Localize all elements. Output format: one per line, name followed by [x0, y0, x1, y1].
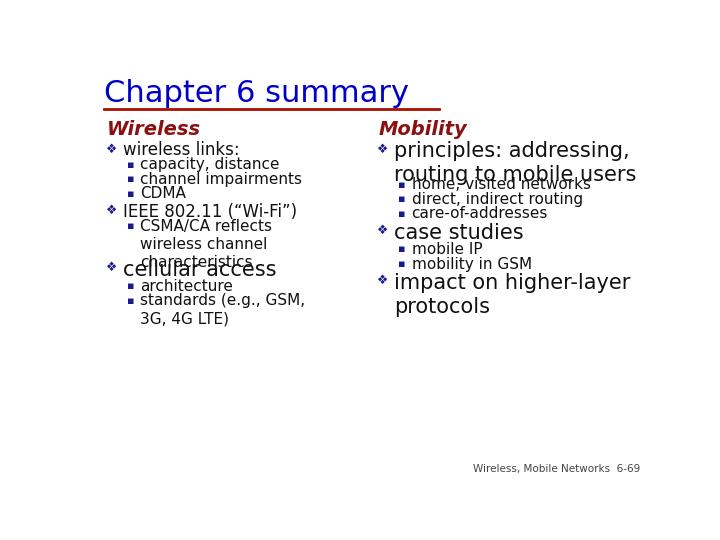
Text: architecture: architecture [140, 279, 233, 294]
Text: direct, indirect routing: direct, indirect routing [412, 192, 582, 207]
Text: care-of-addresses: care-of-addresses [412, 206, 548, 221]
Text: case studies: case studies [394, 222, 523, 242]
Text: mobility in GSM: mobility in GSM [412, 256, 532, 272]
Text: standards (e.g., GSM,
3G, 4G LTE): standards (e.g., GSM, 3G, 4G LTE) [140, 294, 305, 327]
Text: ▪: ▪ [127, 159, 134, 170]
Text: ▪: ▪ [397, 259, 405, 269]
Text: home, visited networks: home, visited networks [412, 177, 590, 192]
Text: CDMA: CDMA [140, 186, 186, 201]
Text: ❖: ❖ [377, 143, 389, 156]
Text: channel impairments: channel impairments [140, 172, 302, 187]
Text: ▪: ▪ [397, 179, 405, 190]
Text: ▪: ▪ [127, 221, 134, 231]
Text: Wireless, Mobile Networks  6-69: Wireless, Mobile Networks 6-69 [473, 464, 640, 475]
Text: cellular access: cellular access [122, 260, 276, 280]
Text: IEEE 802.11 (“Wi-Fi”): IEEE 802.11 (“Wi-Fi”) [122, 202, 297, 221]
Text: ▪: ▪ [127, 189, 134, 199]
Text: impact on higher-layer
protocols: impact on higher-layer protocols [394, 273, 630, 316]
Text: capacity, distance: capacity, distance [140, 157, 280, 172]
Text: ▪: ▪ [127, 281, 134, 291]
Text: ▪: ▪ [397, 209, 405, 219]
Text: ❖: ❖ [106, 143, 117, 156]
Text: Mobility: Mobility [378, 120, 467, 139]
Text: CSMA/CA reflects
wireless channel
characteristics: CSMA/CA reflects wireless channel charac… [140, 219, 272, 270]
Text: ▪: ▪ [127, 296, 134, 306]
Text: ▪: ▪ [397, 244, 405, 254]
Text: ❖: ❖ [106, 261, 117, 274]
Text: principles: addressing,
routing to mobile users: principles: addressing, routing to mobil… [394, 141, 636, 185]
Text: ❖: ❖ [106, 204, 117, 217]
Text: ❖: ❖ [377, 224, 389, 237]
Text: wireless links:: wireless links: [122, 141, 239, 159]
Text: Chapter 6 summary: Chapter 6 summary [104, 79, 409, 107]
Text: ▪: ▪ [397, 194, 405, 204]
Text: ▪: ▪ [127, 174, 134, 184]
Text: mobile IP: mobile IP [412, 242, 482, 257]
Text: ❖: ❖ [377, 274, 389, 287]
Text: Wireless: Wireless [107, 120, 201, 139]
